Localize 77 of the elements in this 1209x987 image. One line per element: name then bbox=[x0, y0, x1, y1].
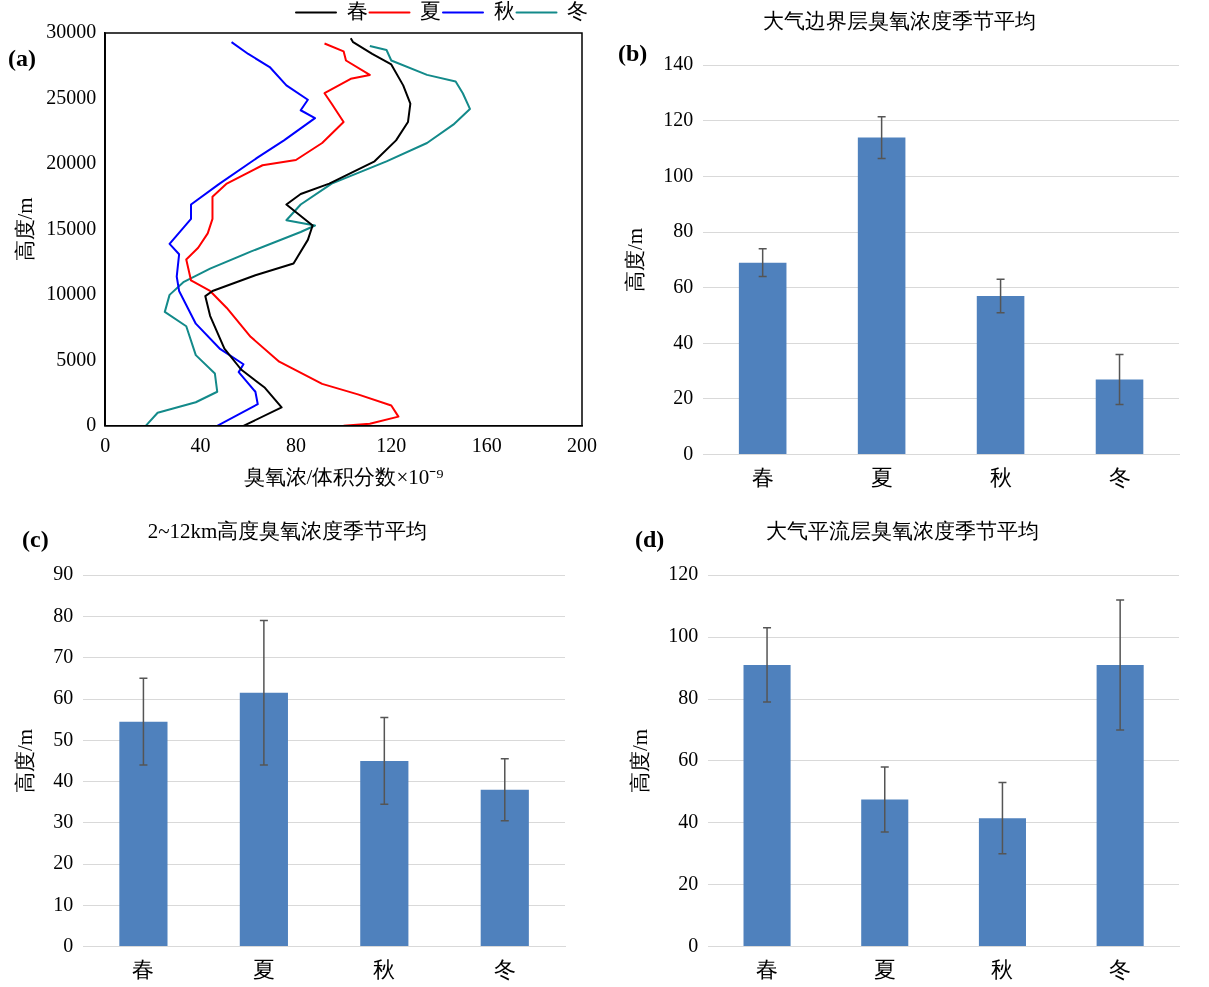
y-tick-label: 0 bbox=[86, 413, 97, 436]
legend-label: 夏 bbox=[420, 0, 441, 24]
chart-title: 大气边界层臭氧浓度季节平均 bbox=[763, 9, 1036, 34]
y-tick-label: 100 bbox=[668, 624, 699, 647]
x-tick-label: 秋 bbox=[373, 956, 396, 982]
x-tick-label: 120 bbox=[376, 434, 407, 457]
legend-label: 秋 bbox=[493, 0, 515, 24]
x-tick-label: 40 bbox=[190, 434, 211, 457]
y-tick-label: 80 bbox=[53, 603, 74, 626]
legend-label: 春 bbox=[346, 0, 368, 24]
y-tick-label: 100 bbox=[663, 163, 694, 186]
y-tick-label: 20000 bbox=[46, 151, 97, 174]
text: (a) bbox=[8, 45, 36, 72]
y-tick-label: 20 bbox=[53, 851, 74, 874]
y-tick-label: 40 bbox=[53, 768, 74, 791]
y-tick-label: 140 bbox=[663, 52, 694, 75]
y-tick-label: 60 bbox=[53, 686, 74, 709]
bar bbox=[119, 721, 168, 947]
x-tick-label: 秋 bbox=[991, 956, 1014, 982]
x-tick-label: 80 bbox=[285, 434, 306, 457]
x-tick-label: 夏 bbox=[873, 956, 896, 982]
y-tick-label: 40 bbox=[678, 810, 699, 833]
x-tick-label: 春 bbox=[751, 464, 774, 490]
bar bbox=[976, 296, 1025, 455]
legend-label: 冬 bbox=[567, 0, 588, 24]
y-tick-label: 60 bbox=[673, 274, 694, 297]
x-axis-title: 臭氧浓/体积分数×10⁻⁹ bbox=[243, 464, 444, 489]
text: (c) bbox=[22, 526, 49, 553]
y-axis-title: 高度/m bbox=[623, 227, 648, 292]
y-tick-label: 50 bbox=[53, 727, 74, 750]
chart-title: 2~12km高度臭氧浓度季节平均 bbox=[147, 519, 428, 544]
x-tick-label: 秋 bbox=[989, 464, 1012, 490]
bar bbox=[743, 664, 791, 947]
y-tick-label: 0 bbox=[63, 933, 74, 956]
x-tick-label: 夏 bbox=[252, 956, 275, 982]
text: (b) bbox=[618, 40, 648, 67]
y-tick-label: 15000 bbox=[46, 216, 97, 239]
x-tick-label: 冬 bbox=[1109, 956, 1132, 982]
text: (d) bbox=[635, 526, 665, 553]
x-tick-label: 160 bbox=[471, 434, 502, 457]
y-tick-label: 20 bbox=[678, 871, 699, 894]
y-tick-label: 120 bbox=[668, 562, 699, 585]
bar bbox=[1095, 379, 1144, 455]
bar bbox=[360, 760, 409, 947]
x-tick-label: 夏 bbox=[870, 464, 893, 490]
y-tick-label: 120 bbox=[663, 108, 694, 131]
y-tick-label: 30000 bbox=[46, 20, 97, 43]
bar bbox=[861, 799, 909, 947]
y-tick-label: 10 bbox=[53, 892, 74, 915]
x-tick-label: 冬 bbox=[1108, 464, 1131, 490]
x-tick-label: 冬 bbox=[493, 956, 516, 982]
bar bbox=[1096, 664, 1144, 947]
y-tick-label: 90 bbox=[53, 562, 74, 585]
y-tick-label: 60 bbox=[678, 748, 699, 771]
x-tick-label: 春 bbox=[756, 956, 779, 982]
x-tick-label: 200 bbox=[567, 434, 597, 457]
y-axis-title: 高度/m bbox=[13, 728, 38, 793]
y-tick-label: 10000 bbox=[46, 282, 97, 305]
x-tick-label: 0 bbox=[100, 434, 111, 457]
y-tick-label: 70 bbox=[53, 644, 74, 667]
y-tick-label: 40 bbox=[673, 330, 694, 353]
bar bbox=[857, 137, 906, 455]
y-tick-label: 80 bbox=[673, 219, 694, 242]
y-tick-label: 30 bbox=[53, 810, 74, 833]
bar bbox=[738, 262, 787, 455]
bar bbox=[480, 789, 529, 947]
y-tick-label: 0 bbox=[688, 933, 699, 956]
chart-title: 大气平流层臭氧浓度季节平均 bbox=[765, 519, 1039, 544]
x-tick-label: 春 bbox=[132, 956, 155, 982]
y-axis-title: 高度/m bbox=[628, 728, 653, 793]
y-tick-label: 25000 bbox=[46, 85, 97, 108]
bar bbox=[239, 692, 288, 947]
y-tick-label: 80 bbox=[678, 686, 699, 709]
y-axis-title: 高度/m bbox=[13, 197, 38, 262]
y-tick-label: 5000 bbox=[56, 347, 97, 370]
bar bbox=[978, 818, 1026, 947]
y-tick-label: 20 bbox=[673, 386, 694, 409]
